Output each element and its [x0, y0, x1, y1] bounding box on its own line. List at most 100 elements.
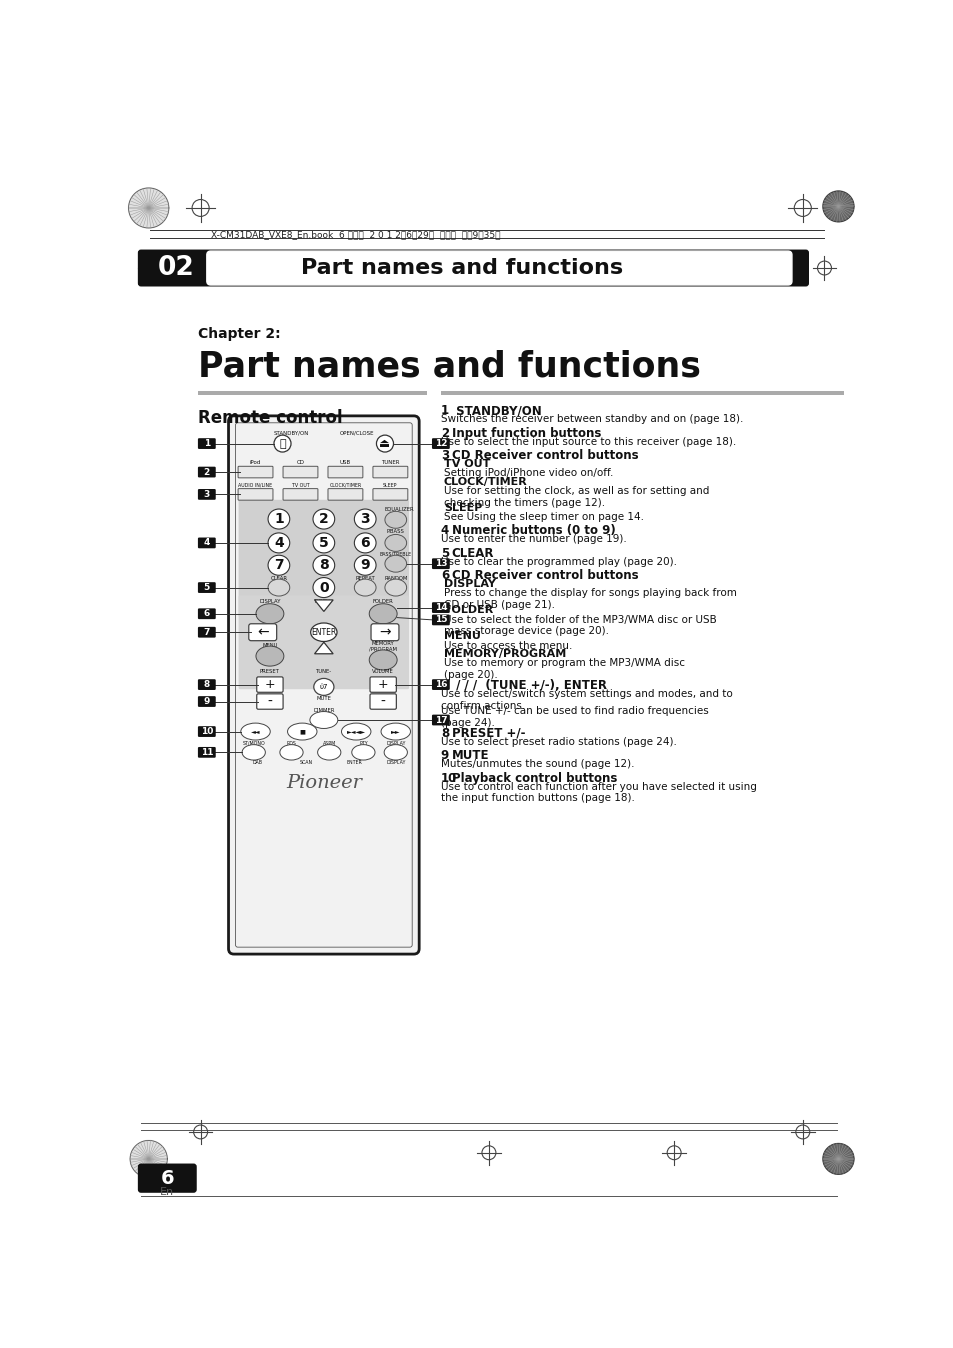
- FancyBboxPatch shape: [197, 608, 215, 619]
- Text: 10: 10: [200, 727, 213, 736]
- Bar: [198, 391, 427, 395]
- FancyBboxPatch shape: [432, 603, 449, 613]
- Polygon shape: [314, 600, 333, 612]
- Text: Use to control each function after you have selected it using
the input function: Use to control each function after you h…: [440, 782, 756, 803]
- Text: FOLDER: FOLDER: [373, 599, 394, 604]
- Text: 6: 6: [360, 537, 370, 550]
- Text: 02: 02: [158, 255, 194, 280]
- Text: +: +: [377, 678, 388, 692]
- FancyBboxPatch shape: [197, 747, 215, 758]
- Text: CLOCK/TIMER: CLOCK/TIMER: [443, 477, 527, 487]
- Text: VOLUME: VOLUME: [372, 669, 394, 674]
- FancyBboxPatch shape: [238, 488, 273, 500]
- Text: ST/MONO: ST/MONO: [242, 740, 265, 745]
- FancyBboxPatch shape: [197, 727, 215, 737]
- Text: 1: 1: [204, 439, 210, 448]
- FancyBboxPatch shape: [370, 694, 395, 709]
- Ellipse shape: [313, 555, 335, 576]
- Text: CLEAR: CLEAR: [270, 576, 287, 581]
- Text: 6: 6: [204, 609, 210, 619]
- Ellipse shape: [354, 580, 375, 596]
- FancyBboxPatch shape: [229, 417, 418, 954]
- Text: MEMORY/PROGRAM: MEMORY/PROGRAM: [443, 650, 566, 659]
- Text: 17: 17: [435, 716, 447, 724]
- Text: Use TUNE +/- can be used to find radio frequencies
(page 24).: Use TUNE +/- can be used to find radio f…: [440, 706, 708, 728]
- Ellipse shape: [287, 723, 316, 740]
- Text: DISPLAY: DISPLAY: [386, 740, 405, 745]
- Text: 5: 5: [440, 547, 449, 559]
- Ellipse shape: [376, 435, 393, 452]
- Polygon shape: [822, 191, 853, 222]
- Text: MEMORY: MEMORY: [372, 640, 395, 646]
- Text: ←: ←: [256, 625, 268, 639]
- Text: SLEEP: SLEEP: [443, 503, 482, 512]
- FancyBboxPatch shape: [370, 677, 395, 693]
- Ellipse shape: [384, 555, 406, 572]
- Text: ⏻: ⏻: [279, 438, 286, 449]
- Text: DISPLAY: DISPLAY: [443, 580, 496, 589]
- Text: 4: 4: [203, 538, 210, 547]
- FancyBboxPatch shape: [283, 488, 317, 500]
- FancyBboxPatch shape: [197, 627, 215, 638]
- Ellipse shape: [384, 534, 406, 551]
- Ellipse shape: [311, 623, 336, 642]
- Text: Use to select preset radio stations (page 24).: Use to select preset radio stations (pag…: [440, 737, 676, 747]
- Text: Part names and functions: Part names and functions: [198, 349, 700, 384]
- Text: FOLDER: FOLDER: [443, 605, 493, 615]
- Text: USB: USB: [339, 460, 351, 465]
- Text: DISPLAY: DISPLAY: [259, 599, 280, 604]
- Text: Use to select the input source to this receiver (page 18).: Use to select the input source to this r…: [440, 437, 736, 446]
- Text: 0: 0: [318, 581, 329, 594]
- Text: Use to access the menu.: Use to access the menu.: [443, 640, 572, 651]
- Text: Use to memory or program the MP3/WMA disc
(page 20).: Use to memory or program the MP3/WMA dis…: [443, 658, 684, 679]
- Text: SCAN: SCAN: [299, 760, 312, 764]
- Text: Pioneer: Pioneer: [286, 774, 361, 793]
- Text: Part names and functions: Part names and functions: [301, 257, 623, 278]
- Text: Chapter 2:: Chapter 2:: [198, 328, 280, 341]
- Text: 16: 16: [435, 681, 447, 689]
- Text: TV OUT: TV OUT: [292, 483, 309, 488]
- Ellipse shape: [268, 510, 290, 528]
- Text: Switches the receiver between standby and on (page 18).: Switches the receiver between standby an…: [440, 414, 742, 425]
- Text: ■: ■: [299, 729, 305, 735]
- Text: 12: 12: [435, 439, 447, 448]
- Text: -: -: [267, 694, 272, 709]
- Text: 5: 5: [318, 537, 329, 550]
- Text: 6: 6: [440, 569, 449, 582]
- FancyBboxPatch shape: [137, 249, 808, 287]
- Text: BASS/TREBLE: BASS/TREBLE: [379, 551, 412, 557]
- Text: SLEEP: SLEEP: [383, 483, 397, 488]
- FancyBboxPatch shape: [197, 696, 215, 706]
- Text: 1: 1: [274, 512, 283, 526]
- Text: 2: 2: [204, 468, 210, 477]
- Text: TUNER: TUNER: [381, 460, 399, 465]
- Ellipse shape: [268, 532, 290, 553]
- Ellipse shape: [255, 604, 284, 624]
- FancyBboxPatch shape: [371, 624, 398, 640]
- Text: Use to select the folder of the MP3/WMA disc or USB
mass storage device (page 20: Use to select the folder of the MP3/WMA …: [443, 615, 716, 636]
- Text: ⏏: ⏏: [379, 437, 390, 450]
- FancyBboxPatch shape: [197, 466, 215, 477]
- Text: Use for setting the clock, as well as for setting and
checking the timers (page : Use for setting the clock, as well as fo…: [443, 485, 709, 508]
- Ellipse shape: [352, 744, 375, 760]
- Text: Mutes/unmutes the sound (page 12).: Mutes/unmutes the sound (page 12).: [440, 759, 634, 770]
- FancyBboxPatch shape: [328, 466, 362, 477]
- Text: 13: 13: [435, 559, 447, 569]
- FancyBboxPatch shape: [197, 582, 215, 593]
- Text: X-CM31DAB_VXE8_En.book  6 ページ  2 0 1 2年6月29日  金曜日  午前9時35分: X-CM31DAB_VXE8_En.book 6 ページ 2 0 1 2年6月2…: [211, 229, 499, 239]
- Text: 9: 9: [440, 749, 449, 762]
- Text: Press to change the display for songs playing back from
CD or USB (page 21).: Press to change the display for songs pl…: [443, 588, 736, 609]
- Text: / / /  (TUNE +/-), ENTER: / / / (TUNE +/-), ENTER: [452, 679, 606, 693]
- FancyBboxPatch shape: [137, 1163, 196, 1193]
- Ellipse shape: [341, 723, 371, 740]
- FancyBboxPatch shape: [249, 624, 276, 640]
- Text: CD: CD: [296, 460, 304, 465]
- Text: 8: 8: [440, 727, 449, 740]
- FancyBboxPatch shape: [197, 438, 215, 449]
- Text: 7: 7: [440, 679, 449, 693]
- FancyBboxPatch shape: [328, 488, 362, 500]
- Ellipse shape: [384, 511, 406, 528]
- Text: 7: 7: [274, 558, 283, 573]
- FancyBboxPatch shape: [235, 423, 412, 948]
- Text: En: En: [160, 1188, 174, 1197]
